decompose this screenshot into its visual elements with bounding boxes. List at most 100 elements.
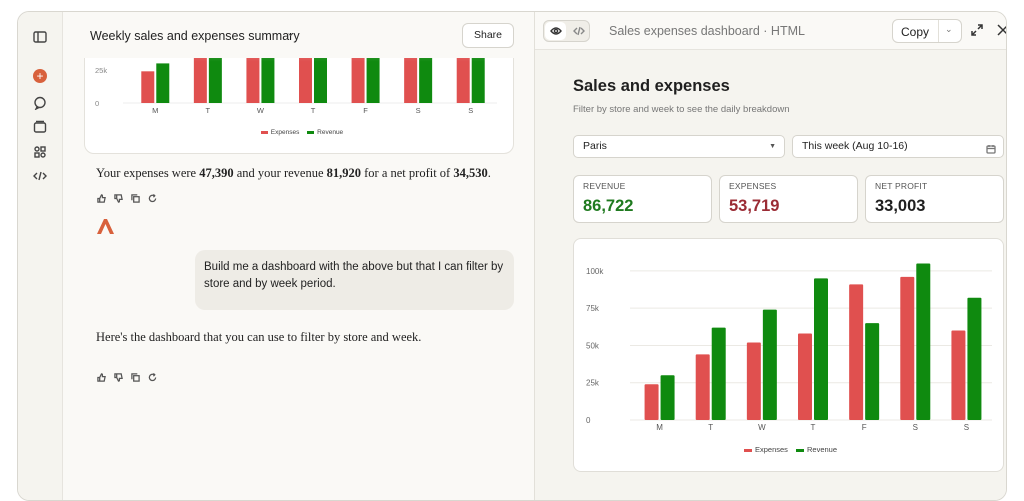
- new-chat-icon[interactable]: +: [33, 69, 47, 83]
- bar-chart: 100k 75k 50k 25k 0 M T W T F S S Expenses Revenue: [586, 263, 992, 454]
- x-tick-label: T: [708, 423, 713, 432]
- expand-icon[interactable]: [970, 23, 984, 37]
- thumbs-up-icon[interactable]: [97, 190, 106, 203]
- summary-text: Your expenses were: [96, 166, 200, 180]
- store-select-value: Paris: [583, 140, 607, 152]
- legend-label-revenue: Revenue: [807, 445, 837, 454]
- week-select[interactable]: This week (Aug 10-16): [792, 135, 1004, 158]
- summary-text: for a net profit of: [361, 166, 454, 180]
- mini-x-tick-label: S: [416, 106, 421, 115]
- x-tick-label: S: [913, 423, 918, 432]
- summary-expenses: 47,390: [199, 166, 234, 180]
- mini-legend-expenses: Expenses: [270, 129, 300, 136]
- bar-revenue: [916, 263, 931, 420]
- kpi-label: EXPENSES: [729, 181, 777, 191]
- mini-x-tick-label: F: [363, 106, 368, 115]
- y-tick-label: 50k: [586, 341, 600, 350]
- mini-y-tick-label: 0: [95, 99, 99, 108]
- chevron-down-icon[interactable]: ⌄: [286, 27, 296, 39]
- bar-expenses: [951, 330, 966, 420]
- x-tick-label: W: [758, 423, 766, 432]
- summary-revenue: 81,920: [326, 166, 362, 180]
- y-tick-label: 25k: [586, 379, 600, 388]
- mini-x-tick-label: W: [257, 106, 265, 115]
- copy-icon[interactable]: [131, 190, 140, 203]
- mini-x-tick-label: T: [311, 106, 316, 115]
- copy-divider: [938, 20, 939, 42]
- bar-expenses: [849, 284, 864, 420]
- chat-area: 25k 0 M T W T F S S Expenses Revenue Weekly sale…: [64, 12, 534, 500]
- legend-swatch-expenses: [744, 449, 752, 452]
- bar-revenue: [762, 309, 777, 420]
- chat-title[interactable]: Weekly sales and expenses summary: [90, 29, 300, 43]
- bar-expenses: [695, 354, 710, 420]
- dropdown-arrow-icon: ▼: [769, 143, 776, 150]
- artifact-title: Sales expenses dashboard · HTML: [609, 24, 805, 38]
- kpi-label: REVENUE: [583, 181, 626, 191]
- artifacts-icon[interactable]: [31, 143, 49, 161]
- bar-revenue: [865, 323, 880, 420]
- y-tick-label: 100k: [586, 267, 604, 276]
- assistant-summary: Your expenses were 47,390 and your reven…: [96, 166, 516, 181]
- message-actions: [97, 190, 157, 203]
- kpi-label: NET PROFIT: [875, 181, 928, 191]
- x-tick-label: S: [964, 423, 969, 432]
- kpi-card-revenue: REVENUE 86,722: [573, 175, 712, 223]
- kpi-value: 53,719: [729, 197, 780, 215]
- mini-x-tick-label: S: [468, 106, 473, 115]
- bar-revenue: [660, 375, 675, 420]
- thumbs-down-icon[interactable]: [114, 369, 123, 382]
- chat-header: Weekly sales and expenses summary ⌄ Shar…: [64, 12, 534, 58]
- legend-swatch-revenue: [796, 449, 804, 452]
- chats-icon[interactable]: [31, 94, 49, 112]
- mini-chart-legend: Expenses Revenue: [85, 129, 513, 136]
- x-tick-label: T: [811, 423, 816, 432]
- dashboard-title: Sales and expenses: [573, 77, 730, 95]
- x-tick-label: F: [862, 423, 867, 432]
- kpi-value: 33,003: [875, 197, 926, 215]
- mini-legend-revenue: Revenue: [317, 129, 344, 136]
- thumbs-up-icon[interactable]: [97, 369, 106, 382]
- share-button[interactable]: Share: [462, 23, 514, 48]
- thumbs-down-icon[interactable]: [114, 190, 123, 203]
- retry-icon[interactable]: [148, 190, 157, 203]
- code-icon[interactable]: [31, 167, 49, 185]
- legend-label-expenses: Expenses: [755, 445, 788, 454]
- copy-icon[interactable]: [131, 369, 140, 382]
- mini-bar-revenue: [156, 63, 170, 103]
- x-tick-label: M: [656, 423, 663, 432]
- bar-revenue: [814, 278, 828, 420]
- preview-eye-icon[interactable]: [545, 22, 566, 40]
- bar-revenue: [711, 327, 726, 420]
- reply-actions: [97, 369, 157, 382]
- sidebar-toggle-icon[interactable]: [31, 28, 49, 46]
- mini-bar-expenses: [141, 71, 155, 103]
- chart-card: 100k 75k 50k 25k 0 M T W T F S S Expenses Revenue: [573, 238, 1004, 472]
- copy-button[interactable]: Copy ⌄: [892, 19, 962, 43]
- assistant-reply: Here's the dashboard that you can use to…: [96, 330, 422, 344]
- bar-expenses: [746, 342, 761, 420]
- bar-expenses: [900, 276, 915, 420]
- view-toggle: [543, 20, 590, 42]
- app-window: + 25k 0 M T W T F S S Expenses Revenue Weekly sa…: [17, 11, 1007, 501]
- dashboard-subtitle: Filter by store and week to see the dail…: [573, 104, 790, 115]
- code-view-icon[interactable]: [568, 22, 589, 40]
- icon-rail: +: [18, 12, 63, 500]
- kpi-card-net-profit: NET PROFIT 33,003: [865, 175, 1004, 223]
- y-tick-label: 0: [586, 416, 591, 425]
- summary-text: .: [487, 166, 491, 180]
- panel-header: Sales expenses dashboard · HTML Copy ⌄: [535, 12, 1006, 50]
- retry-icon[interactable]: [148, 369, 157, 382]
- mini-x-tick-label: M: [152, 106, 158, 115]
- close-icon[interactable]: [996, 23, 1006, 37]
- store-select[interactable]: Paris ▼: [573, 135, 785, 158]
- kpi-value: 86,722: [583, 197, 634, 215]
- summary-text: and your revenue: [233, 166, 327, 180]
- artifact-panel: Sales expenses dashboard · HTML Copy ⌄ S…: [534, 12, 1006, 500]
- summary-profit: 34,530: [453, 166, 488, 180]
- projects-icon[interactable]: [31, 118, 49, 136]
- bar-expenses: [644, 384, 659, 420]
- y-tick-label: 75k: [586, 304, 600, 313]
- calendar-icon: [986, 141, 996, 154]
- copy-dropdown-icon[interactable]: ⌄: [945, 24, 953, 34]
